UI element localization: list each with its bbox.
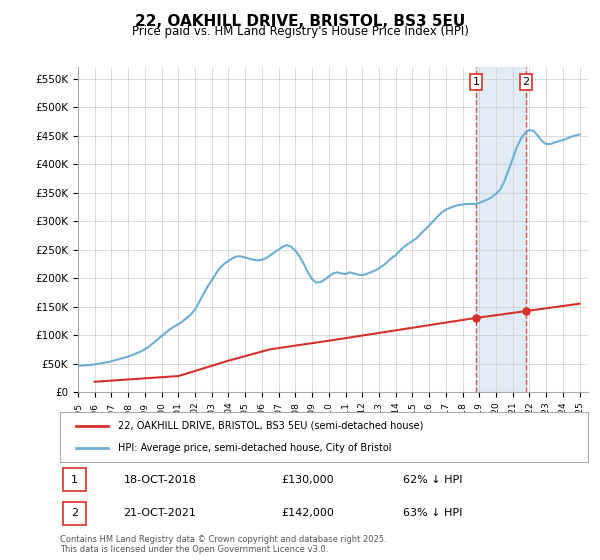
Text: 63% ↓ HPI: 63% ↓ HPI (403, 508, 463, 519)
Text: Contains HM Land Registry data © Crown copyright and database right 2025.
This d: Contains HM Land Registry data © Crown c… (60, 535, 386, 554)
Text: £142,000: £142,000 (282, 508, 335, 519)
Text: 18-OCT-2018: 18-OCT-2018 (124, 474, 196, 484)
Text: 22, OAKHILL DRIVE, BRISTOL, BS3 5EU: 22, OAKHILL DRIVE, BRISTOL, BS3 5EU (135, 14, 465, 29)
FancyBboxPatch shape (60, 412, 588, 462)
Text: 62% ↓ HPI: 62% ↓ HPI (403, 474, 463, 484)
FancyBboxPatch shape (62, 502, 86, 525)
Text: 1: 1 (472, 77, 479, 87)
Text: 22, OAKHILL DRIVE, BRISTOL, BS3 5EU (semi-detached house): 22, OAKHILL DRIVE, BRISTOL, BS3 5EU (sem… (118, 421, 424, 431)
Text: 2: 2 (523, 77, 530, 87)
Bar (476, 67, 526, 392)
Text: £130,000: £130,000 (282, 474, 334, 484)
Text: 21-OCT-2021: 21-OCT-2021 (124, 508, 196, 519)
FancyBboxPatch shape (62, 468, 86, 491)
Text: Price paid vs. HM Land Registry's House Price Index (HPI): Price paid vs. HM Land Registry's House … (131, 25, 469, 38)
Text: 2: 2 (71, 508, 79, 519)
Text: 1: 1 (71, 474, 78, 484)
Text: HPI: Average price, semi-detached house, City of Bristol: HPI: Average price, semi-detached house,… (118, 443, 392, 453)
